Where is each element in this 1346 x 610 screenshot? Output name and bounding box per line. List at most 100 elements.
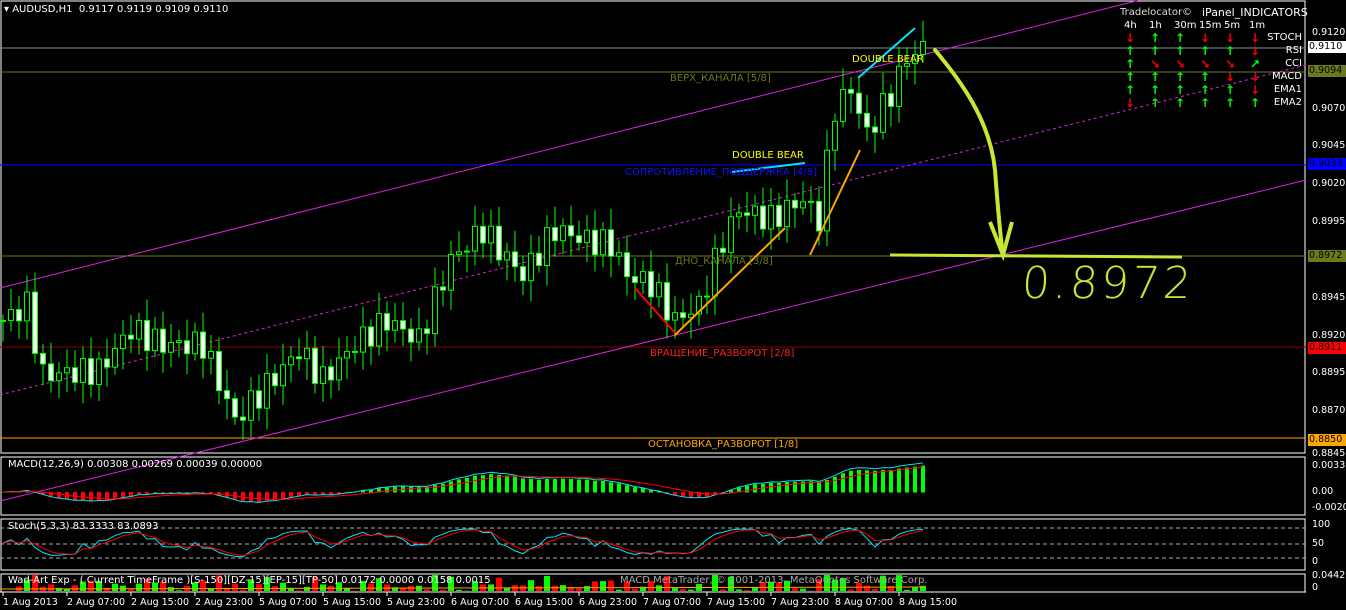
indicator-tick: 0 <box>1312 582 1319 593</box>
wad-bar <box>432 575 438 591</box>
price-tick: 0.9070 <box>1312 102 1346 114</box>
candle-body <box>816 200 822 232</box>
candle-body <box>520 266 526 282</box>
macd-histogram-bar <box>97 492 101 501</box>
wad-bar <box>792 588 798 591</box>
macd-histogram-bar <box>769 482 773 493</box>
wad-bar <box>896 575 902 591</box>
candle-body <box>56 372 62 382</box>
indicator-tick: 100 <box>1312 519 1331 530</box>
arrow-up-icon: ↑ <box>1174 96 1186 110</box>
candle-body <box>600 229 606 256</box>
macd-histogram-bar <box>753 484 757 493</box>
macd-histogram-bar <box>1 492 5 493</box>
arrow-up-icon: ↑ <box>1174 44 1186 58</box>
macd-histogram-bar <box>609 482 613 493</box>
wad-bar <box>576 588 582 591</box>
wad-bar <box>248 579 254 591</box>
candle-body <box>232 398 238 418</box>
candle-body <box>72 367 78 383</box>
wad-bar <box>256 584 262 591</box>
candle-body <box>872 126 878 133</box>
macd-histogram-bar <box>689 492 693 498</box>
ipanel-row-label: CCI <box>1285 58 1302 69</box>
candle-body <box>656 282 662 298</box>
candle-body <box>184 340 190 355</box>
candle-body <box>376 313 382 347</box>
candle-body <box>432 286 438 334</box>
wad-bar <box>800 588 806 591</box>
candle-body <box>752 205 758 216</box>
pattern-line <box>731 162 806 173</box>
wad-bar <box>392 587 398 591</box>
wad-bar <box>160 581 166 591</box>
arrow-up-icon: ↑ <box>1224 44 1236 58</box>
wad-bar <box>48 584 54 591</box>
wad-bar <box>832 579 838 591</box>
wad-bar <box>152 582 158 591</box>
wad-bar <box>192 582 198 591</box>
candle-body <box>456 251 462 256</box>
arrow-down-icon: ↓ <box>1249 44 1261 58</box>
ipanel-timeframe: 1h <box>1149 20 1162 31</box>
symbol-label: AUDUSD,H1 <box>12 4 73 15</box>
macd-histogram-bar <box>729 490 733 493</box>
indicator-tick: 0.00 <box>1312 486 1334 497</box>
candle-body <box>904 63 910 67</box>
candle-body <box>368 326 374 347</box>
time-tick: 6 Aug 07:00 <box>451 597 510 608</box>
macd-histogram-bar <box>665 492 669 494</box>
candle-body <box>864 112 870 128</box>
arrow-up-icon: ↑ <box>1174 31 1186 45</box>
macd-histogram-bar <box>521 478 525 493</box>
wad-bar <box>88 580 94 591</box>
wad-bar <box>584 586 590 591</box>
level-rotation-label: ВРАЩЕНИЕ_РАЗВОРОТ [2/8] <box>650 348 795 359</box>
wad-bar <box>752 587 758 591</box>
macd-histogram-bar <box>793 481 797 493</box>
candle-body <box>344 350 350 359</box>
candle-body <box>880 93 886 133</box>
wad-bar <box>672 588 678 591</box>
wad-bar <box>240 589 246 591</box>
macd-histogram-bar <box>321 492 325 495</box>
macd-histogram-bar <box>897 468 901 493</box>
arrow-down-right-icon: ↘ <box>1199 57 1211 71</box>
candle-body <box>256 390 262 409</box>
indicator-tick: -0.00204 <box>1312 502 1346 513</box>
arrow-up-icon: ↑ <box>1149 31 1161 45</box>
wad-bar <box>600 581 606 591</box>
wad-bar <box>592 581 598 591</box>
arrow-up-icon: ↑ <box>1174 70 1186 84</box>
arrow-down-icon: ↓ <box>1249 70 1261 84</box>
macd-histogram-bar <box>153 492 157 494</box>
pattern-line <box>857 27 916 79</box>
candle-body <box>24 291 30 322</box>
macd-histogram-bar <box>121 492 125 498</box>
chart-header: ▾ AUDUSD,H1 0.9117 0.9119 0.9109 0.9110 <box>4 4 228 16</box>
candle-body <box>312 347 318 384</box>
wad-bar <box>848 589 854 591</box>
wad-bar <box>208 588 214 591</box>
macd-histogram-bar <box>449 481 453 493</box>
time-tick: 2 Aug 15:00 <box>131 597 190 608</box>
macd-histogram-bar <box>713 492 717 496</box>
candle-body <box>112 348 118 368</box>
candle-body <box>168 342 174 353</box>
candle-body <box>328 366 334 381</box>
price-tag: 0.9033 <box>1308 157 1346 170</box>
candle-body <box>624 252 630 278</box>
wad-bar <box>264 577 270 591</box>
macd-histogram-bar <box>657 491 661 493</box>
arrow-down-icon: ↓ <box>1224 31 1236 45</box>
channel-lower <box>0 179 1307 502</box>
ohlc-values: 0.9117 0.9119 0.9109 0.9110 <box>78 4 229 15</box>
candle-body <box>560 225 566 242</box>
dropdown-icon[interactable]: ▾ <box>4 4 10 15</box>
candle-body <box>648 271 654 298</box>
wad-bar <box>904 589 910 591</box>
ipanel-timeframe: 30m <box>1174 20 1197 31</box>
time-tick: 5 Aug 07:00 <box>259 597 318 608</box>
